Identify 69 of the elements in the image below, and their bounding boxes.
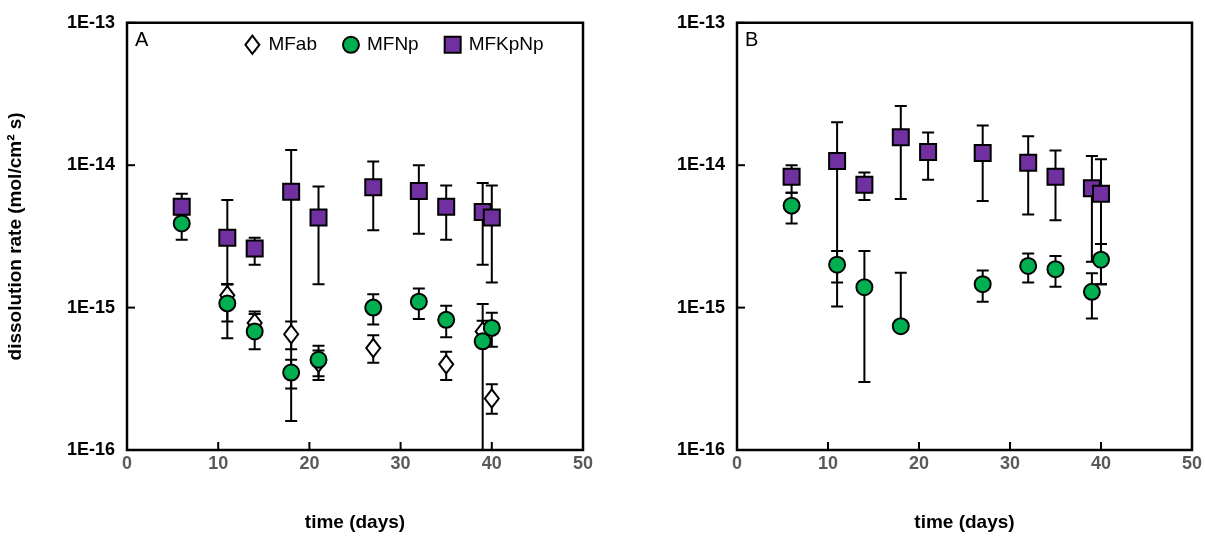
- y-tick-label: 1E-16: [66, 438, 115, 459]
- point: [1046, 260, 1065, 279]
- point: [828, 255, 847, 274]
- legend-label: MFKpNp: [468, 33, 544, 55]
- point: [364, 178, 383, 197]
- x-tick-label: 30: [999, 452, 1021, 473]
- point: [364, 298, 383, 317]
- point: [365, 337, 382, 359]
- point: [973, 275, 992, 294]
- y-tick-label: 1E-15: [676, 296, 725, 317]
- point: [1019, 153, 1038, 172]
- point: [1091, 184, 1110, 203]
- point: [438, 354, 455, 375]
- point: [483, 388, 500, 409]
- point: [973, 143, 992, 162]
- point: [482, 208, 501, 227]
- point: [409, 181, 428, 200]
- y-axis-title: dissolution rate (mol/cm² s): [3, 112, 25, 361]
- x-tick-label: 20: [299, 452, 320, 473]
- point: [473, 332, 492, 351]
- point: [172, 197, 191, 216]
- point: [437, 197, 456, 216]
- point: [218, 294, 237, 313]
- legend-label: MFNp: [366, 33, 419, 55]
- y-tick-label: 1E-15: [66, 296, 115, 317]
- point: [828, 152, 847, 171]
- point: [437, 310, 456, 329]
- x-axis-title: time (days): [914, 510, 1015, 532]
- y-tick-label: 1E-14: [676, 154, 725, 175]
- x-tick-label: 10: [208, 452, 229, 473]
- point: [1019, 256, 1038, 275]
- point: [245, 239, 264, 258]
- point: [482, 318, 501, 337]
- x-tick-label: 0: [121, 452, 133, 473]
- y-tick-label: 1E-14: [66, 154, 115, 175]
- x-tick-label: 20: [908, 452, 930, 473]
- point: [891, 317, 910, 336]
- x-tick-label: 30: [390, 452, 411, 473]
- y-tick-label: 1E-13: [676, 11, 725, 32]
- point: [1082, 282, 1101, 301]
- y-tick-label: 1E-13: [66, 11, 115, 32]
- point: [782, 167, 801, 186]
- point: [282, 363, 301, 382]
- point: [309, 350, 328, 369]
- point: [218, 228, 237, 247]
- y-tick-label: 1E-16: [676, 438, 725, 459]
- legend-label: MFab: [268, 33, 317, 55]
- point: [282, 182, 301, 201]
- point: [409, 292, 428, 311]
- x-tick-label: 50: [1181, 452, 1202, 473]
- x-tick-label: 10: [817, 452, 839, 473]
- point: [1046, 167, 1065, 186]
- point: [782, 196, 801, 215]
- x-tick-label: 40: [481, 452, 502, 473]
- point: [891, 128, 910, 147]
- x-tick-label: 0: [731, 452, 743, 473]
- point: [919, 142, 938, 161]
- point: [245, 322, 264, 341]
- x-tick-label: 40: [1090, 452, 1112, 473]
- point: [283, 324, 300, 345]
- x-axis-title: time (days): [304, 510, 406, 532]
- point: [1091, 250, 1110, 269]
- x-tick-label: 50: [572, 452, 594, 473]
- point: [855, 278, 874, 297]
- point: [309, 208, 328, 227]
- point: [172, 214, 191, 233]
- point: [855, 175, 874, 194]
- annotation: A: [135, 28, 149, 51]
- annotation: B: [745, 28, 759, 51]
